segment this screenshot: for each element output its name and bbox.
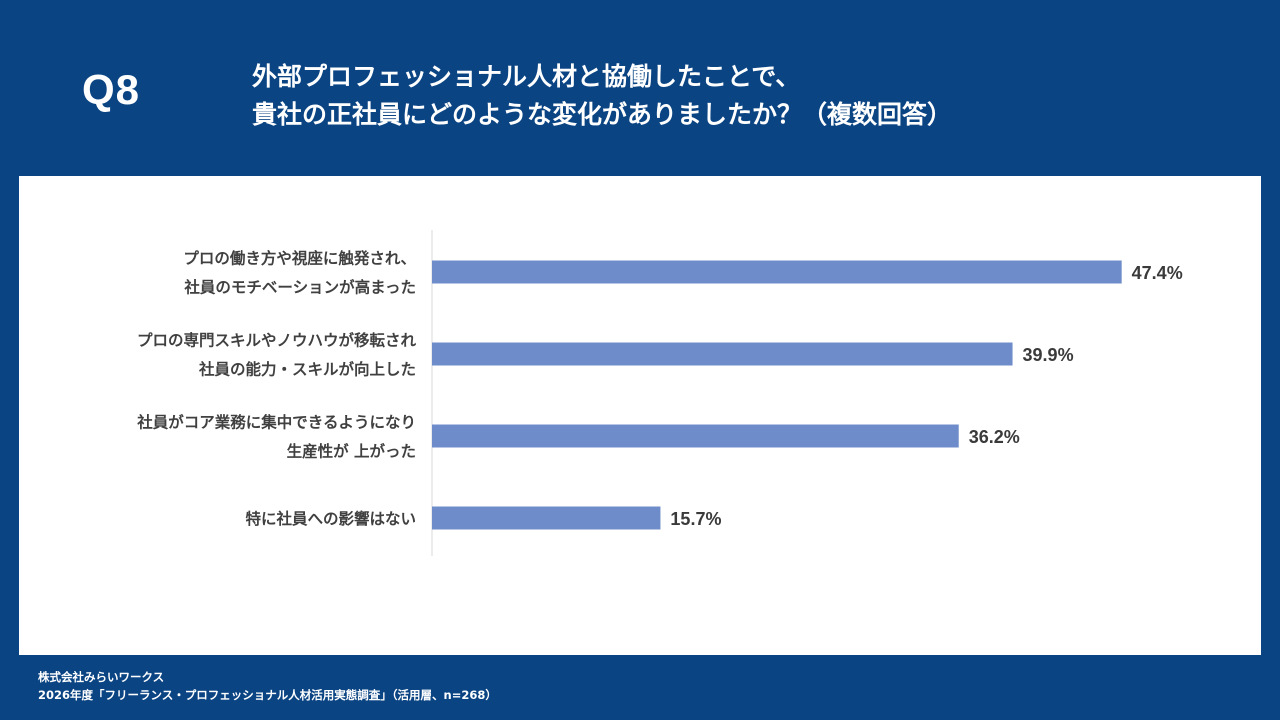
bar (432, 424, 959, 448)
footer-source: 2026年度「フリーランス・プロフェッショナル人材活用実態調査」（活用層、n=2… (38, 688, 497, 702)
bar (432, 506, 661, 530)
question-number: Q8 (82, 66, 141, 113)
chart-title: 外部プロフェッショナル人材と協働したことで、 貴社の正社員にどのような変化があり… (252, 58, 952, 134)
chart-title-line-1: 外部プロフェッショナル人材と協働したことで、 (252, 62, 801, 91)
category-label: プロの専門スキルやノウハウが移転され (137, 331, 417, 350)
data-label: 36.2% (969, 427, 1020, 447)
bar (432, 342, 1013, 366)
chart-panel: 47.4% プロの働き方や視座に触発され、 社員のモチベーションが高まった 39.9%… (19, 176, 1261, 655)
footer: 株式会社みらいワークス 2026年度「フリーランス・プロフェッショナル人材活用実… (38, 668, 497, 704)
chart-title-line-2: 貴社の正社員にどのような変化がありましたか？（複数回答） (252, 100, 953, 129)
footer-company: 株式会社みらいワークス (38, 670, 165, 684)
category-label: 社員の能力・スキルが向上した (198, 360, 416, 379)
category-label: 特に社員への影響はない (245, 509, 416, 528)
category-label: プロの働き方や視座に触発され、 (183, 249, 416, 268)
category-label: 社員のモチベーションが高まった (183, 278, 416, 297)
bar (432, 260, 1122, 284)
category-label: 生産性が 上がった (287, 442, 416, 461)
data-label: 15.7% (670, 509, 721, 529)
data-label: 39.9% (1023, 345, 1074, 365)
category-label: 社員がコア業務に集中できるようになり (136, 413, 416, 432)
bar-chart: 47.4% プロの働き方や視座に触発され、社員のモチベーションが高まった 39.9%… (136, 230, 1183, 556)
data-label: 47.4% (1132, 263, 1183, 283)
